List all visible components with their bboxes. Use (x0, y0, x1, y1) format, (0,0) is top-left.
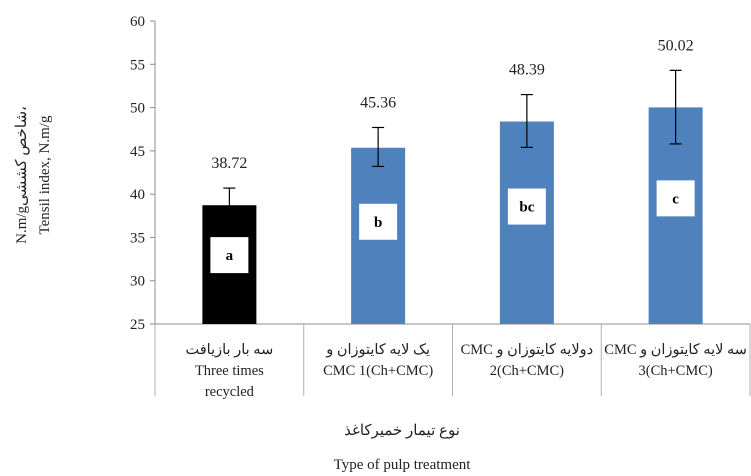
significance-box (359, 203, 398, 240)
significance-letter: c (672, 191, 679, 207)
category-label: 3(Ch+CMC) (639, 363, 713, 379)
significance-letter: b (374, 215, 382, 231)
y-tick-label: 50 (130, 101, 145, 117)
y-tick-label: 40 (130, 187, 145, 203)
significance-box (656, 180, 695, 217)
y-tick-label: 35 (130, 230, 145, 246)
labels: 38.72 a سه بار بازیافت Three times recycled 4… (186, 37, 747, 400)
data-label: 50.02 (658, 37, 694, 54)
category-label: سه لایه کایتوزان و CMC (604, 342, 747, 358)
category-label: 2(Ch+CMC) (490, 363, 564, 379)
y-tick-label: 55 (130, 57, 145, 73)
category-label: recycled (205, 384, 255, 400)
significance-box (210, 237, 249, 274)
data-label: 45.36 (360, 94, 396, 111)
x-axis-title-english: Type of pulp treatment (334, 457, 472, 473)
significance-letter: a (226, 248, 234, 264)
y-axis-title-persian: N.m/gشاخص کششی، (14, 106, 30, 244)
y-axis-title-english: Tensil index, N.m/g (37, 115, 53, 234)
data-label: 38.72 (211, 155, 247, 172)
category-label: Three times (195, 363, 264, 379)
x-axis-title-persian: نوع تیمار خمیرکاغذ (344, 423, 460, 439)
y-tick-label: 60 (130, 14, 145, 30)
y-tick-label: 25 (130, 317, 145, 333)
category-label: سه بار بازیافت (186, 342, 274, 358)
significance-box (507, 188, 546, 225)
category-label: دولایه کایتوزان و CMC (461, 342, 594, 358)
category-label: یک لایه کایتوزان و (325, 342, 430, 358)
data-label: 48.39 (509, 62, 545, 79)
y-tick-label: 45 (130, 144, 145, 160)
significance-letter: bc (519, 200, 534, 216)
category-label: CMC 1(Ch+CMC) (323, 363, 433, 379)
bars (202, 69, 703, 324)
y-tick-label: 30 (130, 274, 145, 290)
